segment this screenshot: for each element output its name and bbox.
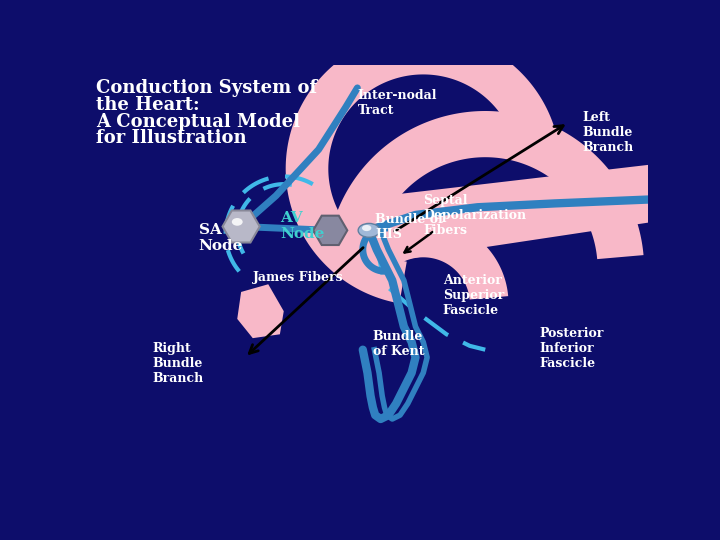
Polygon shape [286, 32, 559, 303]
Text: Left
Bundle
Branch: Left Bundle Branch [582, 111, 634, 154]
Polygon shape [343, 219, 508, 300]
Text: the Heart:: the Heart: [96, 96, 200, 113]
Text: for Illustration: for Illustration [96, 130, 247, 147]
Text: Bundle
of Kent: Bundle of Kent [373, 330, 424, 359]
Text: AV
Node: AV Node [280, 211, 324, 241]
Ellipse shape [358, 224, 380, 237]
Text: Bundle of
HIS: Bundle of HIS [375, 213, 444, 241]
Text: Posterior
Inferior
Fascicle: Posterior Inferior Fascicle [539, 327, 604, 369]
Polygon shape [238, 284, 284, 338]
Text: Right
Bundle
Branch: Right Bundle Branch [152, 342, 203, 385]
Text: SA
Node: SA Node [199, 222, 243, 253]
Ellipse shape [362, 225, 372, 231]
Ellipse shape [232, 218, 243, 226]
Text: Inter-nodal
Tract: Inter-nodal Tract [357, 90, 437, 117]
Text: Septal
Depolarization
Fibers: Septal Depolarization Fibers [423, 194, 526, 237]
Polygon shape [332, 111, 644, 259]
Text: Anterior
Superior
Fascicle: Anterior Superior Fascicle [443, 274, 504, 317]
Text: A Conceptual Model: A Conceptual Model [96, 112, 300, 131]
Text: James Fibers: James Fibers [253, 271, 343, 284]
Polygon shape [346, 165, 648, 269]
Text: Conduction System of: Conduction System of [96, 79, 318, 97]
